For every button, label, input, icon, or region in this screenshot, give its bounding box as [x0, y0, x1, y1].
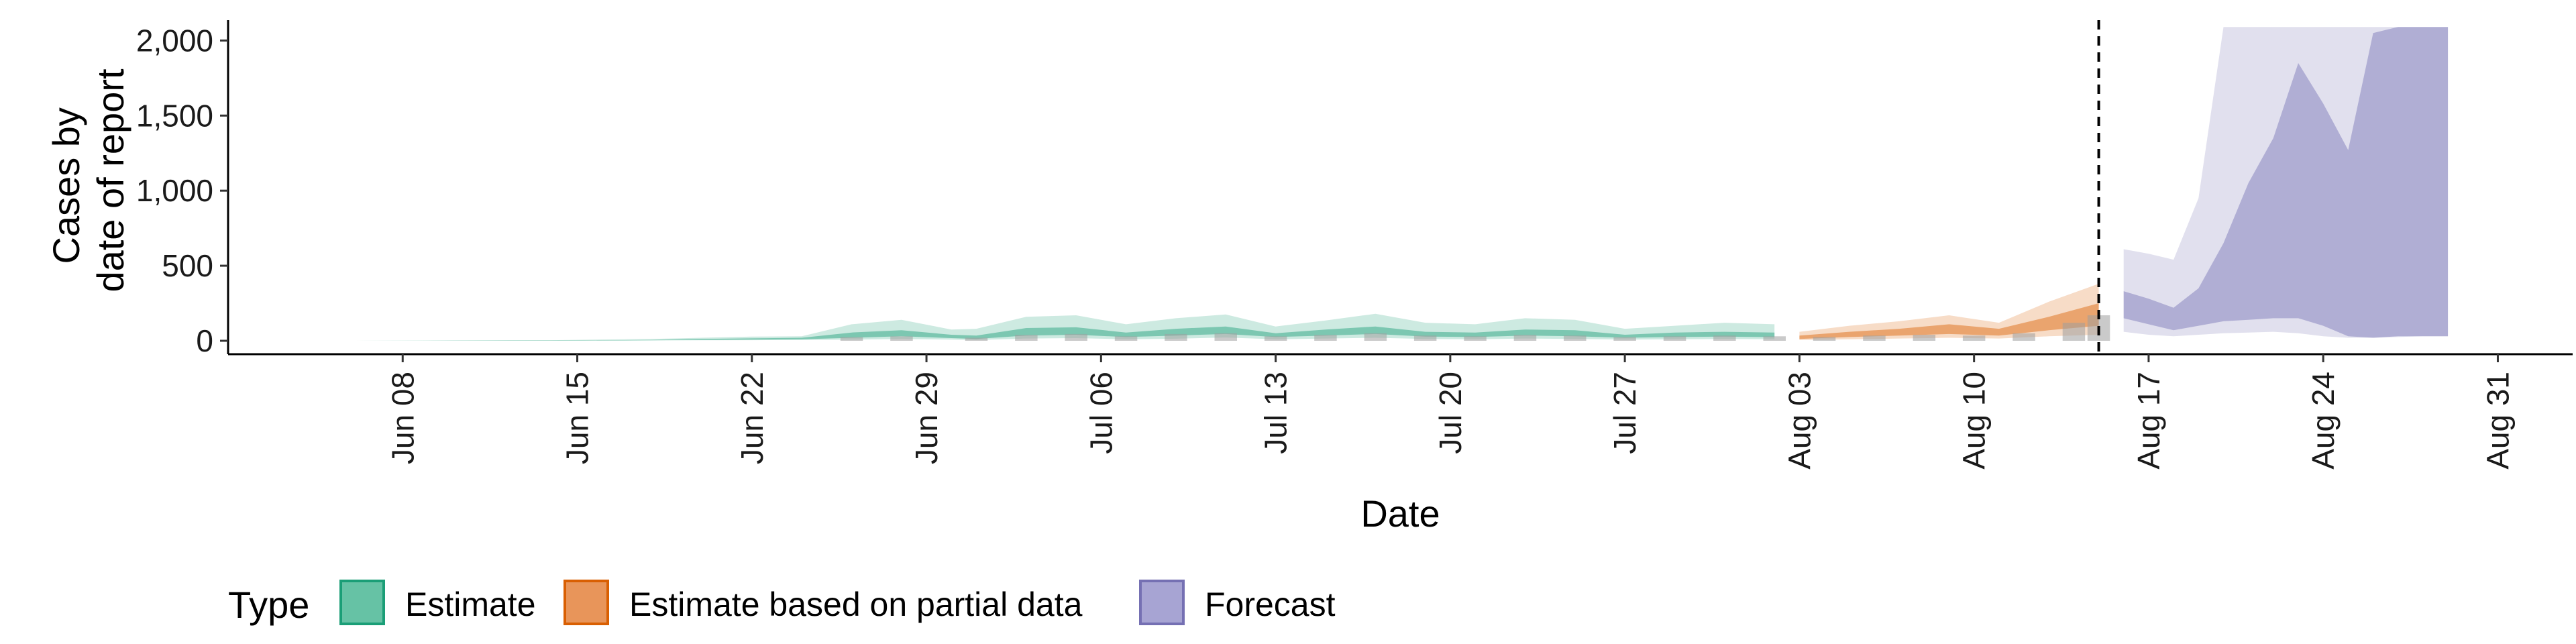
estimate-based-on-partial-data-inner-band	[1799, 303, 2099, 339]
legend-swatch	[1139, 580, 1185, 625]
forecast-outer-band	[2123, 27, 2449, 338]
y-tick-label: 1,000	[136, 173, 213, 208]
legend-label: Forecast	[1205, 586, 1336, 623]
observed-bar	[1962, 335, 1986, 341]
series-bands	[352, 27, 2449, 341]
legend-label: Estimate based on partial data	[629, 586, 1083, 623]
x-tick-label: Jun 22	[735, 372, 769, 464]
observed-bar	[890, 336, 913, 341]
observed-bar	[1314, 335, 1337, 341]
observed-bar	[1264, 336, 1287, 341]
x-tick-label: Aug 10	[1957, 372, 1992, 470]
forecast-inner-band	[2123, 27, 2449, 338]
x-tick-label: Aug 24	[2306, 372, 2341, 470]
y-tick-label: 0	[196, 323, 213, 358]
legend-swatch	[564, 580, 609, 625]
x-tick-label: Jun 15	[560, 372, 595, 464]
x-tick-label: Jun 08	[385, 372, 420, 464]
y-tick-label: 2,000	[136, 23, 213, 58]
legend-swatch	[339, 580, 385, 625]
observed-bar	[1564, 335, 1587, 341]
y-tick-label: 500	[162, 248, 213, 283]
observed-bar	[1214, 333, 1237, 341]
observed-bar	[1913, 335, 1936, 341]
observed-bar	[1763, 336, 1786, 341]
y-axis-title-line-2: date of report	[89, 68, 131, 292]
legend-label: Estimate	[405, 586, 536, 623]
x-tick-label: Jul 27	[1607, 372, 1642, 454]
x-tick-label: Jul 13	[1258, 372, 1293, 454]
observed-bar	[1015, 335, 1038, 341]
plot-area	[352, 20, 2449, 354]
legend: Type Estimate Estimate based on partial d…	[228, 580, 1336, 626]
estimate-based-on-partial-data-outer-band	[1799, 284, 2099, 340]
observed-bar	[2012, 333, 2035, 341]
observed-bar	[965, 337, 988, 341]
observed-bar	[1065, 333, 1087, 341]
y-axis-title-line-1: Cases by	[45, 107, 87, 264]
observed-bar	[1863, 335, 1886, 341]
observed-bar	[1613, 337, 1636, 341]
legend-title: Type	[228, 584, 309, 626]
x-tick-label: Jul 20	[1433, 372, 1468, 454]
x-axis-ticks: Jun 08 Jun 15 Jun 22 Jun 29 Jul 06 Jul 13 Jul …	[385, 354, 2516, 470]
observed-bar	[1663, 336, 1686, 341]
x-tick-label: Aug 17	[2131, 372, 2166, 470]
observed-bar	[1464, 336, 1487, 341]
observed-bar	[1513, 335, 1537, 341]
x-tick-label: Aug 03	[1782, 372, 1817, 470]
estimate-outer-band	[352, 313, 1775, 341]
x-tick-label: Aug 31	[2481, 372, 2516, 470]
observed-bar	[2062, 323, 2086, 341]
observed-bar	[1413, 335, 1437, 341]
y-tick-label: 1,500	[136, 98, 213, 133]
observed-bar	[1114, 336, 1138, 341]
observed-bar	[1165, 333, 1187, 341]
observed-bar	[1813, 337, 1836, 341]
observed-bar	[840, 337, 863, 341]
observed-bars	[840, 315, 2110, 341]
estimate-inner-band	[352, 326, 1775, 341]
observed-bar	[1713, 335, 1736, 341]
x-axis-title: Date	[1360, 492, 1440, 535]
y-axis-title: Cases by date of report	[45, 68, 131, 292]
y-axis-ticks: 0 500 1,000 1,500 2,000	[136, 23, 228, 358]
observed-bar	[1364, 333, 1387, 341]
legend-entries: Estimate Estimate based on partial data Fo…	[339, 580, 1336, 625]
x-tick-label: Jun 29	[909, 372, 944, 464]
x-tick-label: Jul 06	[1083, 372, 1118, 454]
